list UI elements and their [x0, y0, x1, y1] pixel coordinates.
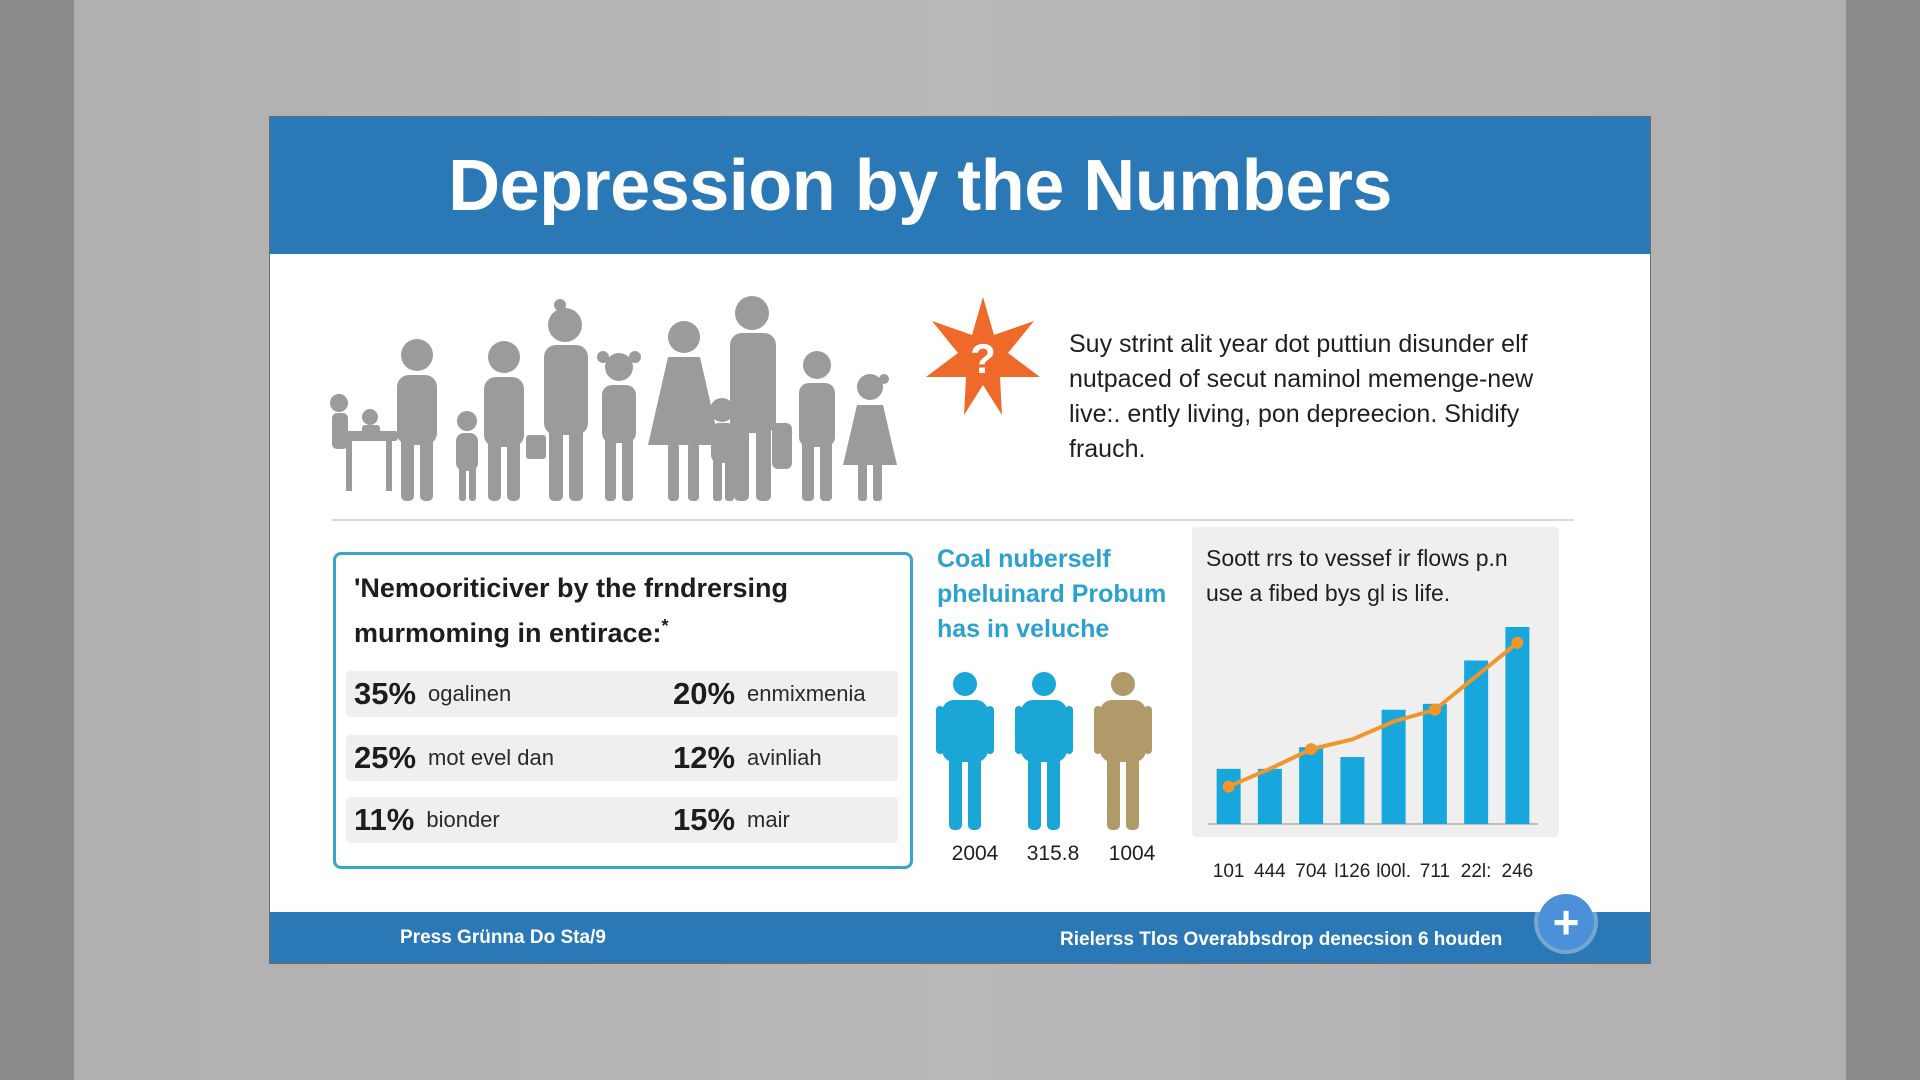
chart-panel: Soott rrs to vessef ir flows p.n use a f… [1192, 527, 1559, 837]
stat-row: 11% bionder 15% mair [346, 797, 898, 843]
stat-percent: 25% [354, 740, 417, 775]
stat-label: enmixmenia [747, 681, 866, 706]
chart-caption: Soott rrs to vessef ir flows p.n use a f… [1206, 545, 1508, 606]
stat-percent: 12% [673, 740, 736, 775]
stats-heading-mark: * [661, 616, 669, 636]
trend-point [1428, 703, 1441, 716]
stat-label: bionder [426, 807, 500, 832]
stat-cell: 11% bionder [354, 797, 500, 843]
stat-row: 25% mot evel dan 12% avinliah [346, 735, 898, 781]
person-figure-icon [936, 672, 994, 830]
people-labels: 2004 315.8 1004 [935, 842, 1165, 872]
stat-cell: 25% mot evel dan [354, 735, 554, 781]
chart-bar [1422, 703, 1447, 824]
intro-text: Suy strint alit year dot puttiun disunde… [1069, 330, 1534, 463]
stat-percent: 20% [673, 676, 736, 711]
bar-line-chart: 101 444 704 l126 l00l. 711 22l: 246 [1208, 627, 1538, 882]
chart-tick-label: 246 [1502, 861, 1534, 882]
slide: Depression by the Numbers [269, 116, 1651, 964]
chart-tick-label: l126 [1334, 861, 1370, 882]
chart-tick-label: 22l: [1461, 861, 1492, 882]
chart-tick-label: 704 [1295, 861, 1327, 882]
stat-row: 35% ogalinen 20% enmixmenia [346, 671, 898, 717]
stat-cell: 35% ogalinen [354, 671, 511, 717]
person-figure-icon [1094, 672, 1152, 830]
trend-point [1305, 743, 1318, 756]
section-divider [332, 519, 1574, 521]
trend-line [1227, 641, 1519, 789]
trend-point [1222, 780, 1235, 793]
people-figures [936, 672, 1152, 830]
chart-bar [1216, 768, 1241, 824]
family-silhouettes-icon [330, 296, 897, 501]
people-heading: Coal nuberself pheluinard Probum has in … [937, 545, 1167, 643]
person-label: 1004 [1108, 842, 1156, 865]
slide-title: Depression by the Numbers [448, 146, 1392, 226]
stats-box: 'Nemooriticiver by the frndrersing murmo… [333, 552, 913, 869]
burst-symbol: ? [970, 335, 996, 382]
stat-cell: 15% mair [673, 797, 790, 843]
chart-bar [1381, 709, 1406, 824]
slide-footer: Press Grünna Do Sta/9 Rielerss Tlos Over… [270, 912, 1650, 963]
stats-heading-text: 'Nemooriticiver by the frndrersing murmo… [354, 573, 789, 648]
stat-cell: 12% avinliah [673, 735, 822, 781]
stat-percent: 15% [673, 802, 736, 837]
slide-header: Depression by the Numbers [270, 117, 1650, 254]
chart-bar [1340, 757, 1365, 824]
chart-bar [1464, 660, 1489, 824]
stat-cell: 20% enmixmenia [673, 671, 866, 717]
chart-bar [1257, 768, 1282, 824]
chart-bar [1299, 747, 1324, 824]
chart-tick-label: l00l. [1376, 861, 1411, 882]
footer-left-text: Press Grünna Do Sta/9 [400, 927, 606, 948]
person-figure-icon [1015, 672, 1073, 830]
stat-percent: 11% [354, 802, 415, 837]
person-label: 315.8 [1026, 842, 1080, 865]
stat-label: avinliah [747, 745, 822, 770]
chart-bar [1505, 627, 1530, 824]
chart-tick-label: 711 [1420, 861, 1450, 882]
footer-right-text: Rielerss Tlos Overabbsdrop denecsion 6 h… [1060, 929, 1503, 950]
stat-label: mot evel dan [428, 745, 555, 770]
trend-point [1511, 636, 1524, 649]
add-button[interactable]: + [1538, 894, 1594, 950]
person-label: 2004 [951, 842, 999, 865]
question-burst-icon: ? [926, 297, 1040, 415]
chart-tick-label: 101 [1213, 861, 1245, 882]
stat-percent: 35% [354, 676, 417, 711]
stat-label: ogalinen [428, 681, 512, 706]
stats-heading: 'Nemooriticiver by the frndrersing murmo… [354, 569, 894, 652]
stat-label: mair [747, 807, 790, 832]
chart-tick-label: 444 [1254, 861, 1286, 882]
